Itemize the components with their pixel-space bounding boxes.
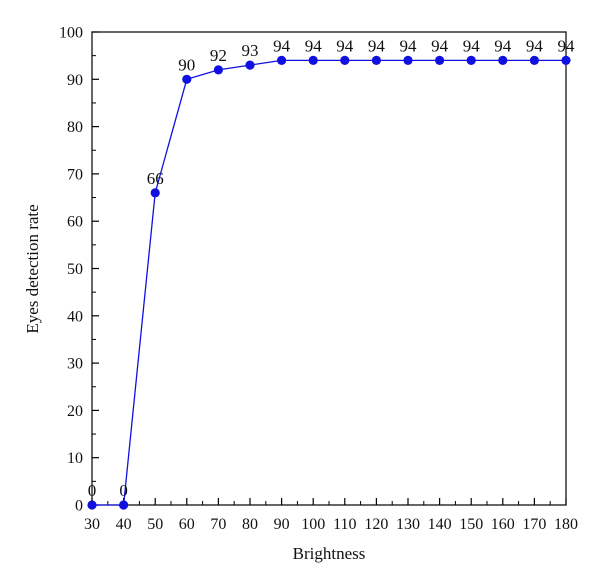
- x-tick-label: 140: [428, 516, 452, 533]
- x-tick-label: 100: [301, 516, 325, 533]
- data-labels-layer: 0 0 66 90 92 93 94 94 94 94 94 94 94 94 94 94: [88, 36, 575, 500]
- data-point: [87, 500, 97, 510]
- x-tick-label: 150: [459, 516, 483, 533]
- y-axis-ticks: 0 10 20 30 40 50 60 70 80 90 100: [59, 25, 99, 515]
- x-tick-label: 160: [491, 516, 515, 533]
- data-label: 94: [336, 36, 354, 55]
- y-axis-title: Eyes detection rate: [23, 204, 42, 333]
- data-label: 94: [273, 36, 291, 55]
- data-label: 66: [147, 169, 164, 188]
- y-tick-label: 30: [67, 356, 83, 373]
- y-tick-label: 100: [59, 25, 83, 42]
- data-point: [245, 60, 255, 70]
- data-point: [498, 55, 508, 65]
- data-point: [466, 55, 476, 65]
- data-point: [529, 55, 540, 65]
- data-label: 94: [305, 36, 323, 55]
- y-tick-label: 60: [67, 214, 83, 231]
- data-label: 94: [463, 36, 481, 55]
- x-tick-label: 30: [84, 516, 100, 533]
- x-tick-label: 40: [116, 516, 132, 533]
- data-label: 94: [431, 36, 449, 55]
- y-tick-label: 20: [67, 403, 83, 420]
- x-tick-label: 70: [210, 516, 226, 533]
- x-tick-label: 60: [179, 516, 195, 533]
- series-layer: [87, 55, 571, 510]
- data-label: 94: [400, 36, 418, 55]
- data-label: 0: [119, 481, 128, 500]
- data-point: [308, 55, 318, 65]
- y-tick-label: 50: [67, 261, 83, 278]
- x-tick-label: 90: [274, 516, 290, 533]
- y-tick-label: 80: [67, 119, 83, 136]
- y-tick-label: 40: [67, 308, 83, 325]
- data-point: [150, 188, 160, 198]
- x-tick-label: 50: [147, 516, 163, 533]
- data-point: [371, 55, 381, 65]
- data-point: [182, 74, 192, 84]
- x-tick-label: 80: [242, 516, 258, 533]
- x-tick-label: 170: [522, 516, 546, 533]
- x-tick-label: 120: [364, 516, 388, 533]
- data-point: [561, 55, 571, 65]
- y-tick-label: 90: [67, 72, 83, 89]
- data-label: 93: [242, 41, 259, 60]
- data-label: 94: [558, 36, 576, 55]
- x-axis-title: Brightness: [293, 544, 366, 563]
- data-label: 94: [494, 36, 512, 55]
- data-point: [277, 55, 287, 65]
- data-label: 92: [210, 46, 227, 65]
- data-point: [340, 55, 350, 65]
- data-label: 94: [368, 36, 386, 55]
- y-tick-label: 10: [67, 450, 83, 467]
- data-label: 94: [526, 36, 544, 55]
- x-axis-ticks: 30 40 50 60 70 80 90 100 110 120 130 140 150 160 170 18…: [84, 498, 578, 533]
- x-tick-label: 180: [554, 516, 578, 533]
- data-point: [213, 65, 223, 75]
- x-tick-label: 110: [333, 516, 356, 533]
- data-label: 0: [88, 481, 97, 500]
- y-tick-label: 70: [67, 166, 83, 183]
- y-tick-label: 0: [75, 498, 83, 515]
- data-label: 90: [178, 55, 195, 74]
- plot-frame: [91, 31, 567, 506]
- x-tick-label: 130: [396, 516, 420, 533]
- series-line: [92, 59, 566, 506]
- data-point: [119, 500, 129, 510]
- data-point: [435, 55, 445, 65]
- data-point: [403, 55, 413, 65]
